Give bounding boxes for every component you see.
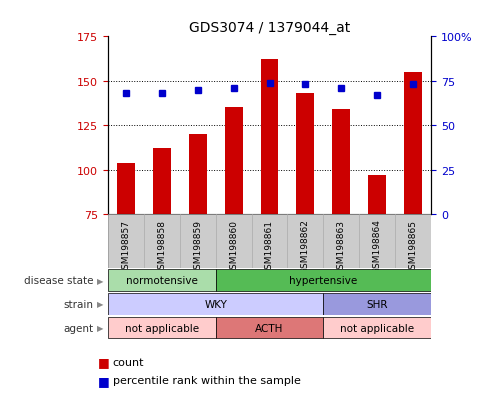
Text: GSM198864: GSM198864: [373, 219, 382, 274]
FancyBboxPatch shape: [323, 293, 431, 315]
Bar: [296, 94, 315, 215]
Text: hypertensive: hypertensive: [289, 275, 358, 286]
Bar: [332, 110, 350, 215]
Text: GSM198859: GSM198859: [193, 219, 202, 274]
Bar: [189, 135, 207, 215]
Text: SHR: SHR: [367, 299, 388, 309]
Text: not applicable: not applicable: [340, 323, 415, 333]
Text: ■: ■: [98, 355, 110, 368]
Bar: [368, 176, 386, 215]
FancyBboxPatch shape: [216, 270, 431, 292]
Bar: [404, 73, 422, 215]
FancyBboxPatch shape: [216, 317, 323, 339]
Text: ACTH: ACTH: [255, 323, 284, 333]
Text: GSM198861: GSM198861: [265, 219, 274, 274]
Text: percentile rank within the sample: percentile rank within the sample: [113, 375, 300, 385]
FancyBboxPatch shape: [108, 293, 323, 315]
Text: agent: agent: [63, 323, 93, 333]
Text: normotensive: normotensive: [126, 275, 197, 286]
Text: GSM198857: GSM198857: [121, 219, 130, 274]
Text: GSM198865: GSM198865: [409, 219, 418, 274]
Bar: [153, 149, 171, 215]
Text: ▶: ▶: [97, 276, 104, 285]
Bar: [224, 108, 243, 215]
Bar: [117, 163, 135, 215]
Text: ▶: ▶: [97, 323, 104, 332]
FancyBboxPatch shape: [108, 270, 216, 292]
Text: GSM198863: GSM198863: [337, 219, 346, 274]
Bar: [261, 60, 278, 215]
Text: not applicable: not applicable: [124, 323, 199, 333]
Text: GSM198862: GSM198862: [301, 219, 310, 274]
Text: ■: ■: [98, 374, 110, 387]
Text: strain: strain: [63, 299, 93, 309]
Title: GDS3074 / 1379044_at: GDS3074 / 1379044_at: [189, 21, 350, 35]
Text: GSM198858: GSM198858: [157, 219, 166, 274]
Text: disease state: disease state: [24, 275, 93, 286]
Text: WKY: WKY: [204, 299, 227, 309]
FancyBboxPatch shape: [323, 317, 431, 339]
Text: ▶: ▶: [97, 300, 104, 309]
Text: GSM198860: GSM198860: [229, 219, 238, 274]
FancyBboxPatch shape: [108, 317, 216, 339]
Text: count: count: [113, 357, 144, 367]
FancyBboxPatch shape: [108, 215, 431, 268]
